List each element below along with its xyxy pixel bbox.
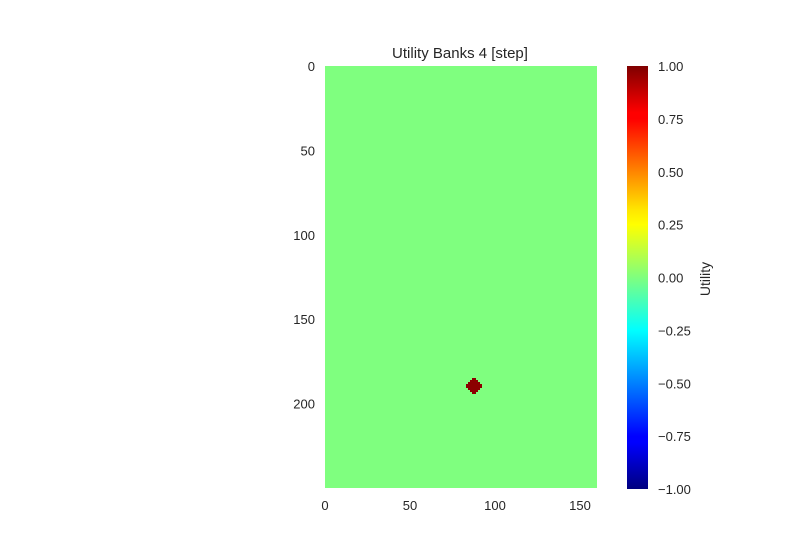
- y-tick-label: 150: [293, 312, 315, 327]
- colorbar: [627, 66, 648, 489]
- colorbar-tick-label: 0.75: [658, 112, 683, 127]
- colorbar-tick-label: −0.25: [658, 323, 691, 338]
- x-tick-label: 0: [321, 498, 328, 513]
- x-axis-ticks: 0 50 100 150: [321, 498, 590, 513]
- colorbar-tick-label: 0.25: [658, 218, 683, 233]
- y-tick-label: 50: [301, 143, 315, 158]
- colorbar-label: Utility: [697, 262, 713, 296]
- x-tick-label: 50: [403, 498, 417, 513]
- y-tick-label: 200: [293, 397, 315, 412]
- colorbar-tick-label: −0.50: [658, 376, 691, 391]
- hotspot-blob: [466, 378, 482, 394]
- chart-title: Utility Banks 4 [step]: [392, 45, 528, 62]
- y-tick-label: 100: [293, 228, 315, 243]
- y-axis-ticks: 0 50 100 150 200: [293, 59, 315, 412]
- x-tick-label: 150: [569, 498, 591, 513]
- colorbar-tick-label: 0.00: [658, 271, 683, 286]
- colorbar-tick-label: −1.00: [658, 482, 691, 497]
- colorbar-tick-label: 0.50: [658, 165, 683, 180]
- x-tick-label: 100: [484, 498, 506, 513]
- colorbar-tick-label: 1.00: [658, 59, 683, 74]
- colorbar-ticks: 1.00 0.75 0.50 0.25 0.00 −0.25 −0.50 −0.75 −1.00: [658, 59, 691, 497]
- hotspot: [466, 378, 482, 394]
- y-tick-label: 0: [308, 59, 315, 74]
- colorbar-tick-label: −0.75: [658, 429, 691, 444]
- heatmap-field: [325, 66, 597, 488]
